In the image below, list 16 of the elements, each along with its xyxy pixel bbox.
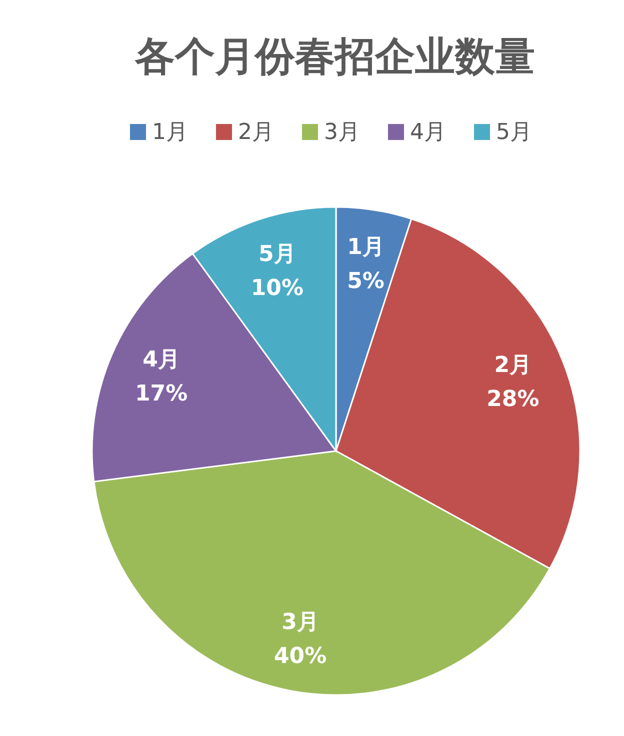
legend-label: 1月 [152,120,188,145]
data-label: 40% [274,644,327,669]
legend-label: 2月 [238,120,274,145]
data-label: 5% [347,269,384,294]
data-label: 28% [486,386,540,412]
legend-label: 5月 [496,120,532,145]
slice-label: 4月 [142,347,180,372]
slice-label: 3月 [282,610,319,635]
slice-label: 1月 [347,235,384,260]
legend-label: 4月 [410,120,446,145]
slice-label: 5月 [258,242,296,267]
data-label: 17% [134,381,188,406]
data-label: 10% [250,276,304,301]
chart-title: 各个月份春招企业数量 [134,34,535,80]
legend-label: 3月 [324,120,360,145]
slice-label: 2月 [494,352,532,378]
